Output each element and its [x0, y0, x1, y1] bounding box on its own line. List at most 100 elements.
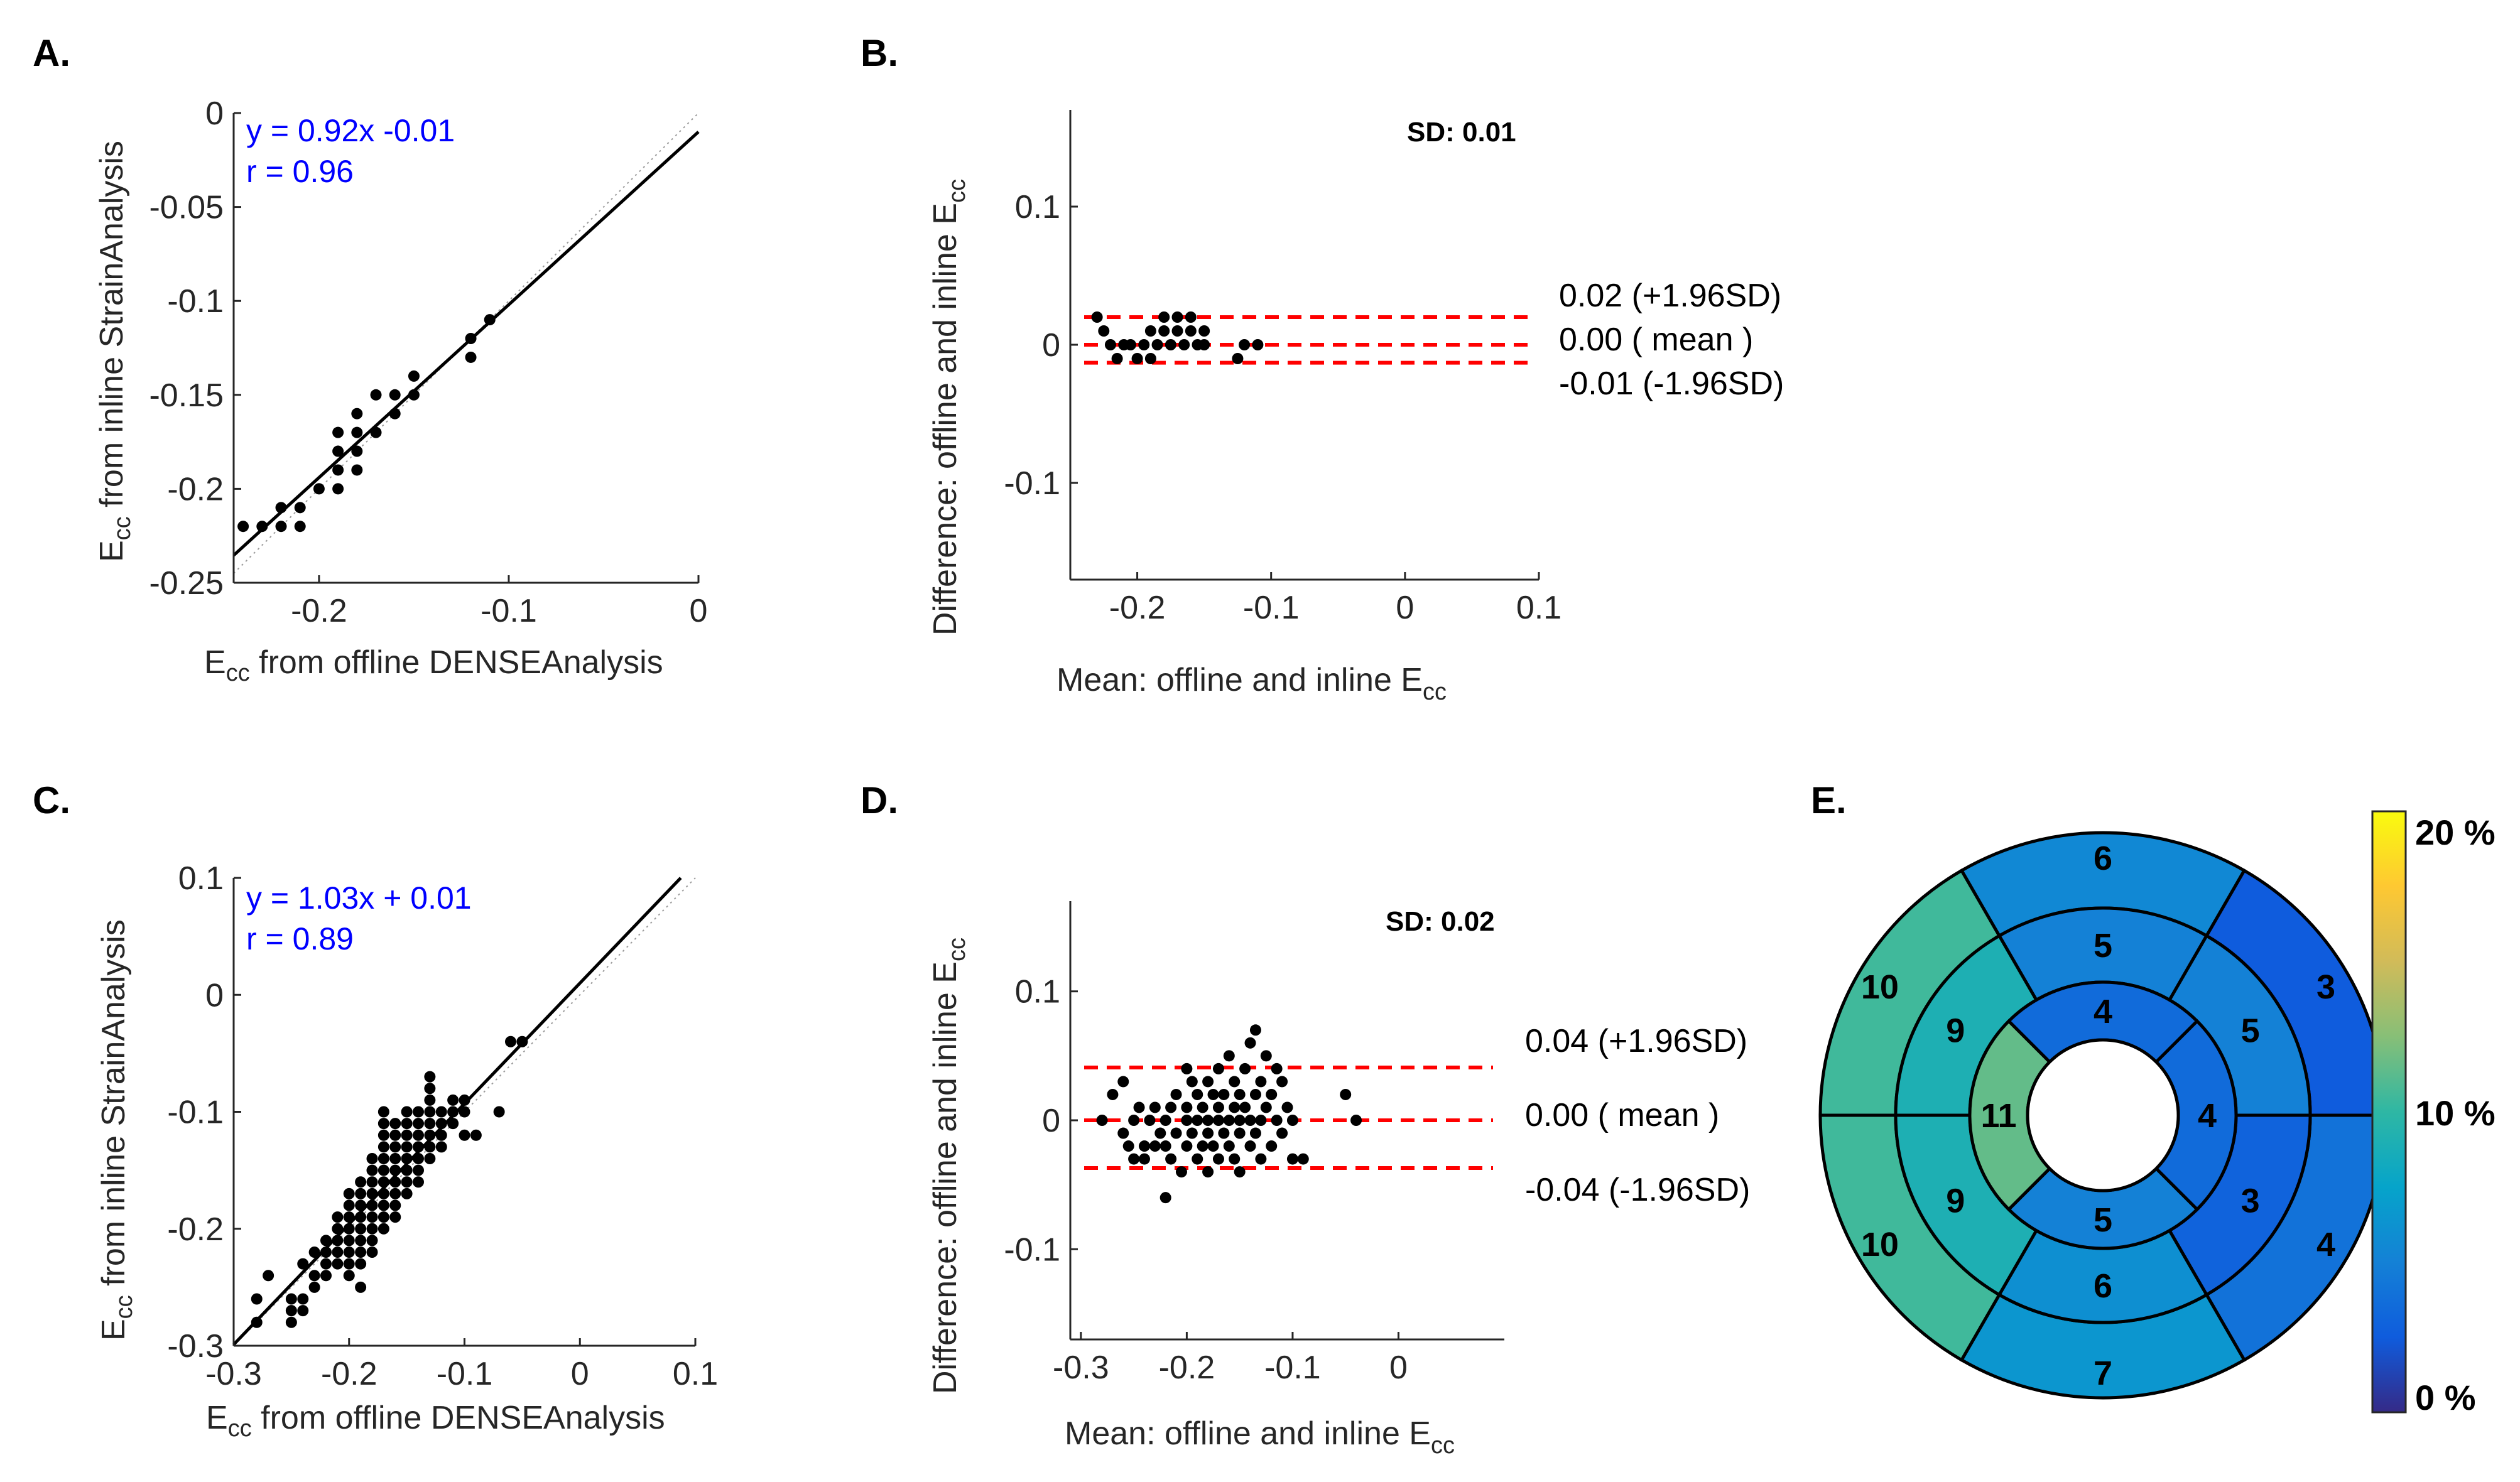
data-point [355, 1247, 367, 1258]
data-points [1096, 1024, 1362, 1204]
y-tick-label: 0.1 [1015, 974, 1060, 1010]
data-point [1229, 1076, 1241, 1088]
x-tick-label: -0.1 [481, 593, 537, 629]
y-tick-label: 0 [205, 95, 224, 132]
data-point [377, 1141, 389, 1153]
data-point [1122, 1140, 1134, 1152]
correlation-r: r = 0.89 [246, 921, 354, 956]
data-point [313, 483, 325, 495]
axis-ticks: -0.2 -0.1 0 0.1 0.1 0 -0.1 [1004, 189, 1561, 626]
data-point [1151, 339, 1163, 350]
data-point [275, 521, 287, 533]
upper-limit-label: 0.04 (+1.96SD) [1525, 1023, 1747, 1059]
axes [1069, 110, 1539, 581]
data-point [1138, 339, 1150, 350]
data-point [1212, 1153, 1224, 1165]
scatter-plot-a: -0.2 -0.1 0 0 -0.05 -0.1 -0.15 -0.2 -0.25 y = 0.… [94, 95, 707, 686]
data-point [355, 1176, 367, 1188]
data-point [1255, 1076, 1267, 1088]
y-tick-label: 0 [205, 977, 224, 1014]
data-point [389, 1187, 401, 1199]
data-point [1124, 339, 1136, 350]
data-point [435, 1118, 447, 1130]
panel-letter-e: E. [1811, 779, 1847, 821]
x-tick-label: -0.1 [1243, 590, 1300, 626]
data-point [377, 1106, 389, 1118]
upper-limit-label: 0.02 (+1.96SD) [1559, 278, 1781, 314]
data-point [1175, 1166, 1187, 1178]
data-point [320, 1247, 332, 1258]
data-point [320, 1235, 332, 1247]
data-point [424, 1071, 436, 1083]
data-point [1186, 1127, 1198, 1139]
data-point [343, 1223, 355, 1235]
data-point [424, 1129, 436, 1141]
scatter-plot-c: -0.3 -0.2 -0.1 0 0.1 0.1 0 -0.1 -0.2 -0.3 y = 1.0… [95, 860, 718, 1442]
data-point [1207, 1088, 1219, 1100]
data-point [424, 1153, 436, 1164]
data-point [401, 1176, 413, 1188]
data-point [1244, 1140, 1256, 1152]
data-point [1218, 1088, 1230, 1100]
data-point [343, 1270, 355, 1282]
data-point [1104, 339, 1116, 350]
data-point [1202, 1166, 1214, 1178]
panel-letter-a: A. [33, 32, 70, 74]
data-point [447, 1106, 459, 1118]
data-point [459, 1129, 470, 1141]
identity-line-segment [233, 112, 699, 574]
data-point [1181, 1140, 1193, 1152]
data-point [1212, 1063, 1224, 1074]
data-point [1202, 1115, 1214, 1126]
data-point [1192, 1088, 1203, 1100]
apical-segment-label: 4 [2094, 993, 2112, 1030]
data-point [1286, 1153, 1298, 1165]
data-point [1286, 1115, 1298, 1126]
data-point [332, 1258, 344, 1270]
data-point [1170, 1127, 1182, 1139]
data-point [424, 1106, 436, 1118]
data-point [308, 1270, 320, 1282]
x-tick-label: -0.1 [1264, 1349, 1321, 1386]
data-point [401, 1141, 413, 1153]
data-point [1171, 325, 1183, 337]
data-point [366, 1164, 378, 1176]
mean-label: 0.00 ( mean ) [1559, 322, 1753, 358]
data-point [1185, 325, 1197, 337]
data-point [355, 1281, 367, 1293]
data-point [294, 502, 306, 514]
panel-letter-c: C. [33, 779, 70, 821]
data-point [1107, 1088, 1119, 1100]
data-point [343, 1258, 355, 1270]
data-point [332, 426, 344, 438]
axis-ticks: -0.3 -0.2 -0.1 0 0.1 0 -0.1 [1004, 974, 1408, 1386]
x-tick-label: -0.2 [1159, 1349, 1215, 1386]
data-points [237, 314, 496, 533]
data-point [1218, 1127, 1230, 1139]
axes [232, 113, 698, 584]
data-point [401, 1106, 413, 1118]
apical-segment-label: 11 [1980, 1097, 2016, 1135]
data-point [308, 1247, 320, 1258]
x-tick-label: -0.3 [1053, 1349, 1109, 1386]
data-point [1281, 1101, 1293, 1113]
data-point [297, 1258, 309, 1270]
data-point [424, 1094, 436, 1106]
x-axis-label: Mean: offline and inline Ecc [1065, 1415, 1455, 1459]
data-point [413, 1164, 424, 1176]
data-point [366, 1199, 378, 1211]
data-point [1249, 1088, 1261, 1100]
data-point [343, 1247, 355, 1258]
data-point [355, 1258, 367, 1270]
colorbar-label-min: 0 % [2415, 1378, 2476, 1417]
data-point [1144, 325, 1156, 337]
data-point [1212, 1115, 1224, 1126]
x-tick-label: -0.2 [1109, 590, 1166, 626]
bland-altman-plot-b: -0.2 -0.1 0 0.1 0.1 0 -0.1 SD: 0.01 0.02 (+1.9… [927, 110, 1784, 705]
data-point [377, 1211, 389, 1223]
data-point [1181, 1115, 1193, 1126]
y-tick-label: 0 [1042, 327, 1060, 364]
data-point [1271, 1115, 1283, 1126]
basal-segment-label: 7 [2094, 1355, 2112, 1392]
data-point [332, 1247, 344, 1258]
